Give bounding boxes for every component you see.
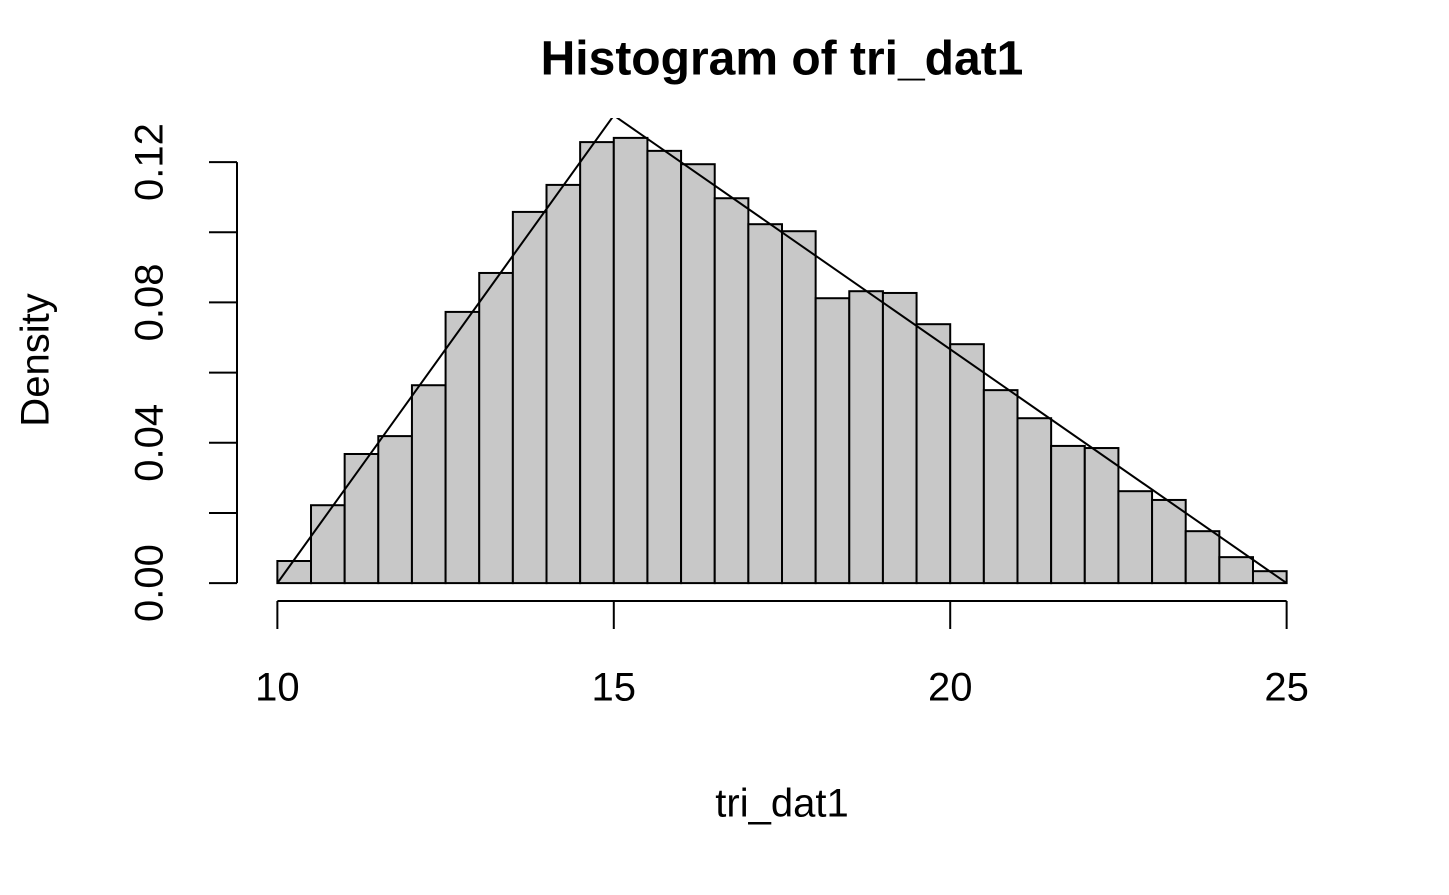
bar xyxy=(1151,498,1187,585)
x-tick-label: 20 xyxy=(928,666,973,710)
bar xyxy=(511,210,548,585)
y-tick-label: 0.08 xyxy=(128,264,172,342)
bar xyxy=(545,183,582,585)
bar xyxy=(310,504,346,585)
bar xyxy=(410,384,447,585)
bar xyxy=(646,149,683,585)
bar xyxy=(1251,570,1288,585)
bar xyxy=(915,323,952,585)
bar xyxy=(881,291,918,585)
x-tick-label: 15 xyxy=(592,666,637,710)
density-line xyxy=(276,118,1288,584)
bar xyxy=(343,452,380,585)
bar xyxy=(1016,417,1053,585)
bar xyxy=(713,197,750,585)
bar xyxy=(377,435,413,585)
x-tick-label: 10 xyxy=(255,666,300,710)
bar xyxy=(814,297,851,585)
bar xyxy=(478,271,514,585)
bar xyxy=(1083,447,1120,585)
bar xyxy=(1117,490,1154,585)
bar xyxy=(982,389,1019,585)
bar xyxy=(1184,530,1221,585)
bar xyxy=(680,163,716,585)
bar xyxy=(276,560,313,585)
chart-title: Histogram of tri_dat1 xyxy=(541,33,1024,86)
bar xyxy=(781,230,817,585)
bar xyxy=(1050,444,1086,585)
x-tick-label: 25 xyxy=(1264,666,1309,710)
bar xyxy=(579,141,615,585)
y-axis-title: Density xyxy=(14,293,58,426)
density-layer xyxy=(276,118,1288,584)
bar xyxy=(848,290,884,585)
y-tick-label: 0.12 xyxy=(128,123,172,201)
bar xyxy=(1218,556,1254,585)
x-axis-title: tri_dat1 xyxy=(715,782,848,826)
y-tick-label: 0.04 xyxy=(128,404,172,482)
bar xyxy=(612,136,649,585)
bar xyxy=(949,343,985,585)
y-tick-label: 0.00 xyxy=(128,544,172,622)
bar xyxy=(444,310,481,585)
bar xyxy=(747,223,784,585)
